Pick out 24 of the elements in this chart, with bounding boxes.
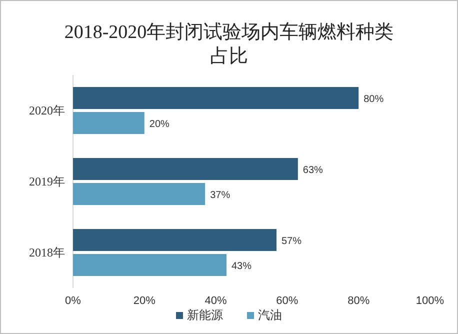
data-label: 20% [149,119,170,130]
bar [73,87,359,109]
x-tick-label: 100% [416,295,444,307]
bar [73,183,206,205]
y-tick-label: 2020年 [29,104,65,118]
x-tick-label: 0% [65,295,82,307]
x-tick-label: 20% [133,295,156,307]
chart-title: 2018-2020年封闭试验场内车辆燃料种类占比 [64,22,394,67]
y-tick-label: 2019年 [29,174,65,188]
legend-label: 汽油 [258,308,282,322]
legend-label: 新能源 [187,308,223,322]
bar [73,254,227,276]
bar [73,158,298,180]
data-label: 43% [232,261,252,272]
x-tick-label: 60% [276,295,298,307]
bar [73,229,276,251]
data-label: 80% [364,94,384,105]
bar [73,112,144,134]
data-label: 37% [210,190,230,201]
x-tick-label: 40% [204,295,228,307]
y-tick-label: 2018年 [29,246,65,260]
data-label: 57% [281,236,302,247]
x-tick-label: 80% [348,295,370,307]
data-label: 63% [302,165,324,176]
